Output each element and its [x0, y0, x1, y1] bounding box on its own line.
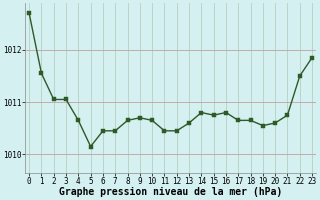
- X-axis label: Graphe pression niveau de la mer (hPa): Graphe pression niveau de la mer (hPa): [59, 187, 282, 197]
